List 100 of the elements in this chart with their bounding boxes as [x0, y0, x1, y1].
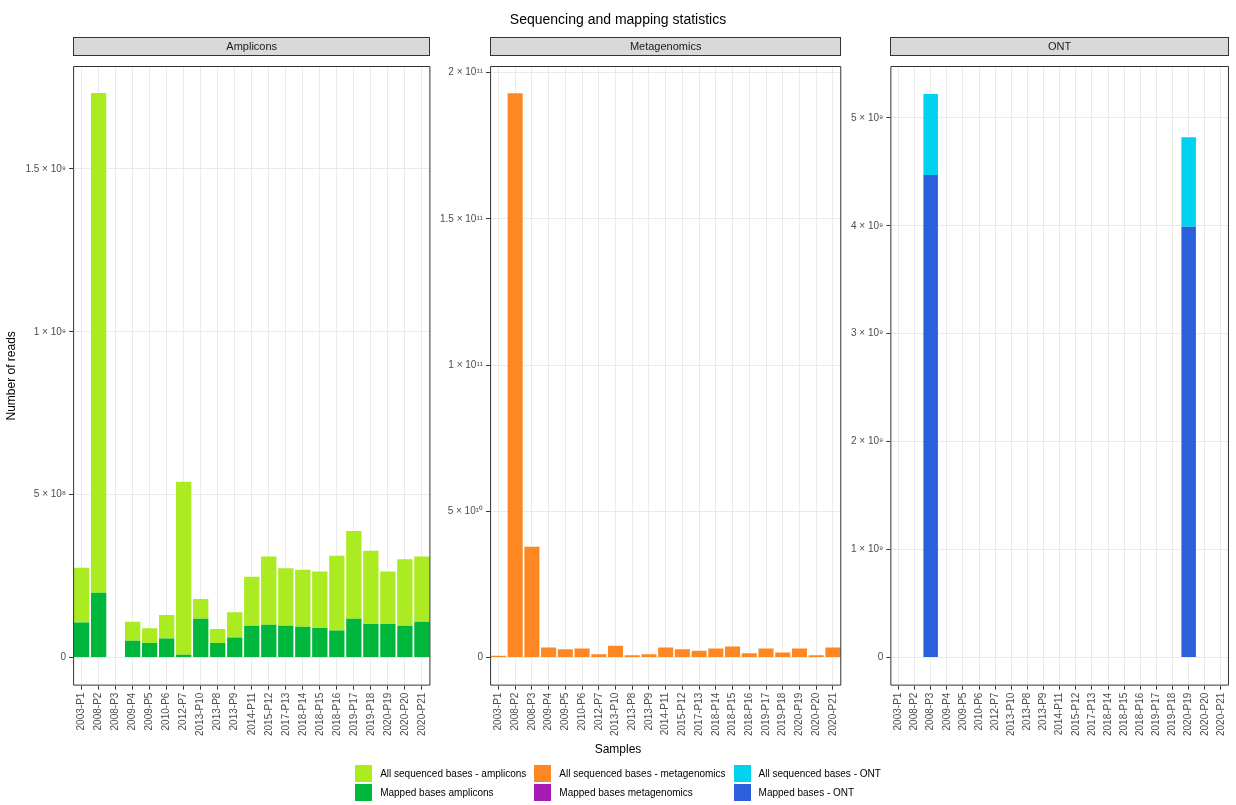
- legend-label: All sequenced bases - amplicons: [380, 768, 527, 779]
- x-tick-label: 2020-P21: [415, 692, 427, 737]
- x-tick-label: 2019-P18: [1166, 692, 1178, 737]
- bar: [1181, 226, 1196, 658]
- x-tick-label: 2013-P8: [625, 692, 637, 731]
- bar: [312, 571, 328, 628]
- x-tick-label: 2020-P19: [381, 692, 393, 737]
- legend-label: All sequenced bases - ONT: [758, 768, 881, 779]
- x-tick-label: 2019-P17: [1150, 692, 1162, 737]
- y-tick-label: 3 × 10⁹: [850, 327, 884, 339]
- x-tick-label: 2015-P12: [1069, 692, 1081, 737]
- bar: [159, 638, 175, 658]
- bar: [73, 567, 90, 623]
- y-tick-label: 1 × 10⁹: [850, 543, 884, 555]
- legend-label: Mapped bases - ONT: [758, 787, 855, 798]
- x-tick-label: 2018-P15: [313, 692, 325, 737]
- x-tick-label: 2009-P4: [126, 692, 138, 731]
- x-tick-label: 2013-P9: [642, 692, 654, 731]
- x-tick-label: 2017-P13: [279, 692, 291, 737]
- x-tick-label: 2009-P4: [940, 692, 952, 731]
- bar: [193, 618, 209, 658]
- bar: [176, 481, 192, 655]
- y-tick-label: 0: [877, 651, 884, 663]
- bar: [159, 614, 175, 639]
- x-tick-label: 2009-P5: [559, 692, 571, 731]
- bar: [244, 576, 260, 626]
- x-tick-label: 2003-P1: [75, 692, 87, 731]
- bar: [90, 93, 107, 593]
- bar: [278, 568, 294, 626]
- bar: [125, 621, 141, 641]
- y-tick-label: 5 × 10⁹: [850, 111, 884, 123]
- x-tick-label: 2018-P14: [709, 692, 721, 737]
- x-tick-label: 2008-P3: [525, 692, 537, 731]
- bar: [923, 94, 938, 176]
- x-tick-label: 2020-P19: [1182, 692, 1194, 737]
- x-tick-label: 2013-P9: [1037, 692, 1049, 731]
- bar: [674, 649, 690, 658]
- x-tick-label: 2008-P2: [92, 692, 104, 731]
- x-tick-label: 2009-P5: [143, 692, 155, 731]
- legend-label: All sequenced bases - metagenomics: [559, 768, 726, 779]
- x-tick-label: 2020-P20: [1198, 692, 1210, 737]
- x-tick-label: 2020-P19: [793, 692, 805, 737]
- x-tick-label: 2012-P7: [177, 692, 189, 731]
- y-tick-label: 1.5 × 10¹¹: [439, 212, 484, 224]
- x-tick-label: 2008-P2: [508, 692, 520, 731]
- x-tick-label: 2014-P11: [659, 692, 671, 736]
- y-tick-label: 1 × 10⁹: [33, 325, 67, 337]
- bar: [244, 625, 260, 658]
- y-tick-label: 2 × 10¹¹: [448, 66, 484, 78]
- y-tick-label: 5 × 10⁸: [33, 488, 67, 500]
- bar: [227, 637, 243, 658]
- y-tick-label: 1 × 10¹¹: [448, 358, 484, 370]
- x-tick-label: 2012-P7: [592, 692, 604, 731]
- y-tick-label: 5 × 10¹⁰: [447, 505, 484, 517]
- x-tick-label: 2008-P3: [109, 692, 121, 731]
- x-tick-label: 2009-P4: [542, 692, 554, 731]
- y-tick-label: 1.5 × 10⁹: [25, 162, 67, 174]
- bar: [329, 555, 345, 631]
- x-tick-label: 2013-P9: [228, 692, 240, 731]
- bar: [791, 648, 807, 658]
- x-tick-label: 2020-P20: [398, 692, 410, 737]
- x-tick-label: 2018-P15: [1117, 692, 1129, 737]
- bar: [73, 622, 90, 658]
- x-tick-label: 2018-P14: [1101, 692, 1113, 737]
- y-axis-title: Number of reads: [3, 331, 18, 421]
- x-tick-label: 2010-P6: [160, 692, 172, 731]
- bar: [125, 640, 141, 658]
- chart-subtitle: ONT: [890, 37, 1229, 56]
- x-tick-label: 2003-P1: [892, 692, 904, 731]
- bar: [312, 627, 328, 658]
- y-tick-label: 2 × 10⁹: [850, 435, 884, 447]
- bar: [329, 630, 345, 658]
- bar: [278, 625, 294, 658]
- bar: [90, 592, 107, 658]
- legend-label: Mapped bases amplicons: [380, 787, 494, 798]
- bar: [923, 175, 938, 658]
- x-tick-label: 2013-P8: [1021, 692, 1033, 731]
- x-tick-label: 2003-P1: [492, 692, 504, 731]
- x-tick-label: 2008-P3: [924, 692, 936, 731]
- x-tick-label: 2019-P17: [347, 692, 359, 737]
- x-tick-label: 2020-P21: [826, 692, 838, 737]
- x-tick-label: 2015-P12: [676, 692, 688, 737]
- x-tick-label: 2018-P16: [1134, 692, 1146, 737]
- x-tick-label: 2008-P2: [908, 692, 920, 731]
- bar: [295, 569, 311, 627]
- y-tick-label: 4 × 10⁹: [850, 219, 884, 231]
- legend-label: Mapped bases metagenomics: [559, 787, 693, 798]
- chart-subtitle: Metagenomics: [490, 37, 842, 56]
- bar: [725, 646, 741, 658]
- bar: [142, 642, 158, 658]
- x-tick-label: 2019-P18: [776, 692, 788, 737]
- x-tick-label: 2020-P21: [1214, 692, 1226, 737]
- bar: [210, 642, 226, 658]
- x-tick-label: 2012-P7: [988, 692, 1000, 731]
- bar: [193, 598, 209, 619]
- bar: [210, 628, 226, 643]
- chart-subtitle: Amplicons: [73, 37, 431, 56]
- x-tick-label: 2014-P11: [245, 692, 257, 736]
- x-tick-label: 2020-P20: [809, 692, 821, 737]
- x-tick-label: 2009-P5: [956, 692, 968, 731]
